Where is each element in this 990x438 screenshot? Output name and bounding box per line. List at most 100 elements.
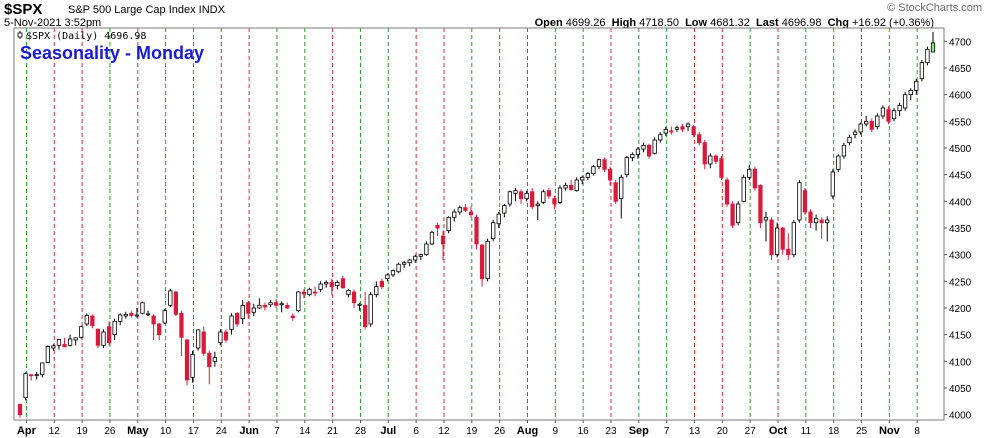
candle-body [596, 159, 602, 168]
candle [836, 154, 841, 172]
candle-body [212, 357, 217, 362]
candle [268, 300, 273, 307]
candle-body [752, 168, 757, 189]
candle-body [40, 362, 45, 376]
candle-body [891, 110, 897, 120]
candle [413, 254, 418, 263]
candle-body [702, 142, 707, 165]
candle-body [351, 291, 357, 304]
x-tick-label: 28 [355, 426, 367, 437]
x-tick-label: 21 [327, 426, 339, 437]
candle [630, 152, 635, 162]
candle [84, 313, 89, 327]
candle [162, 309, 167, 324]
x-tick-label: 23 [605, 426, 617, 437]
candle-body [151, 315, 156, 325]
candle-body [825, 219, 830, 224]
candle-body [84, 315, 89, 325]
last-value: 4696.98 [781, 17, 822, 29]
datetime-label: 5-Nov-2021 3:52pm [4, 17, 102, 29]
candle [446, 216, 451, 234]
candle-body [407, 259, 412, 264]
candle-body [713, 155, 719, 162]
candle-body [580, 176, 585, 181]
candle-body [669, 130, 674, 133]
candle-body [290, 315, 295, 319]
candle [691, 125, 696, 138]
y-tick-label: 4600 [949, 91, 972, 102]
candle [502, 204, 507, 218]
candle [602, 157, 607, 172]
candle [29, 374, 34, 381]
candle [379, 278, 384, 290]
candle [95, 328, 101, 348]
candle-body [546, 190, 551, 197]
candle [563, 182, 568, 191]
candle [51, 344, 56, 351]
candle [535, 201, 540, 220]
brand-label: © StockCharts.com [887, 2, 982, 14]
candle [613, 180, 618, 204]
candle-body [162, 310, 167, 324]
plot-frame [13, 27, 945, 421]
candle-body [90, 315, 95, 327]
candle [819, 217, 824, 239]
candle [685, 122, 691, 131]
candle [301, 289, 307, 299]
candle [457, 205, 462, 215]
candle [251, 303, 256, 316]
candle [646, 143, 652, 159]
candle [658, 132, 663, 143]
candle [569, 180, 574, 191]
candle-body [930, 42, 936, 53]
candle [140, 301, 145, 315]
candle [908, 88, 913, 100]
candle-body [680, 126, 685, 130]
candle-body [691, 126, 696, 136]
candle [641, 142, 646, 153]
candle [329, 278, 334, 295]
candle [106, 321, 112, 346]
x-tick-label: 14 [299, 426, 311, 437]
candle-body [279, 303, 284, 306]
candle-body [196, 329, 201, 349]
candle-body [123, 313, 128, 317]
candle [858, 122, 863, 135]
candle-body [864, 120, 869, 125]
candle [925, 46, 930, 66]
candle-body [897, 104, 902, 112]
candle [23, 372, 28, 401]
candle-body [747, 168, 752, 178]
candle [424, 241, 429, 256]
chg-label: Chg [827, 17, 849, 29]
candle-body [724, 179, 730, 205]
candle [875, 113, 880, 130]
x-tick-label: 26 [494, 426, 506, 437]
candle-body [440, 235, 446, 245]
x-tick-label: 11 [801, 426, 812, 437]
candle [357, 302, 362, 311]
x-tick-label: Jul [380, 425, 396, 437]
y-tick-label: 4400 [949, 197, 972, 208]
candle-body [880, 107, 886, 117]
candle [40, 362, 45, 378]
candle [207, 350, 212, 385]
candle [90, 314, 95, 329]
candle [374, 281, 379, 298]
candle-body [552, 198, 557, 205]
candle-body [173, 291, 179, 315]
candle-body [329, 281, 334, 288]
candle [791, 220, 796, 258]
candle [914, 78, 919, 95]
candle-body [569, 184, 574, 190]
candle-body [363, 304, 368, 328]
y-tick-label: 4300 [949, 251, 972, 262]
x-tick-label: 6 [413, 426, 419, 437]
candle-body [379, 280, 384, 288]
y-tick-label: 4450 [949, 171, 972, 182]
candle [930, 31, 936, 53]
candle [324, 280, 329, 288]
candle [886, 106, 891, 124]
y-tick-label: 4250 [949, 277, 972, 288]
candle [507, 190, 513, 207]
